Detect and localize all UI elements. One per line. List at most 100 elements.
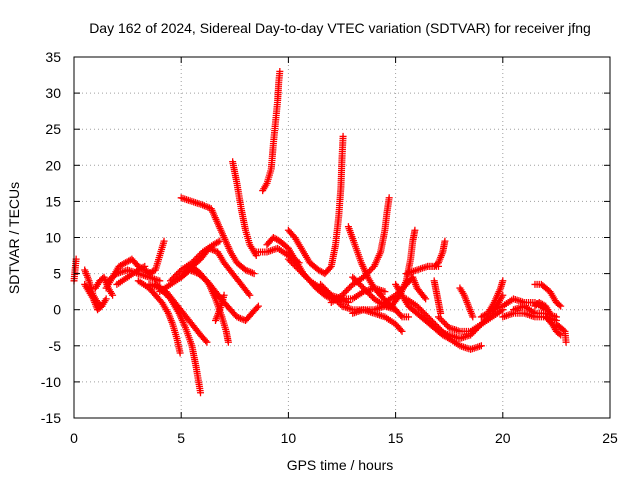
series-arc-22 bbox=[284, 132, 347, 278]
data-point bbox=[499, 277, 507, 285]
data-point bbox=[176, 349, 184, 357]
y-axis-label: SDTVAR / TECUs bbox=[6, 182, 22, 294]
series-arc-01 bbox=[70, 255, 80, 285]
y-tick-label: 10 bbox=[45, 230, 61, 246]
series-arc-33 bbox=[402, 262, 442, 278]
data-point bbox=[438, 316, 446, 324]
series-arc-41 bbox=[510, 302, 560, 321]
data-point bbox=[246, 291, 254, 299]
data-point bbox=[339, 132, 347, 140]
data-point bbox=[555, 301, 563, 309]
y-tick-label: 30 bbox=[45, 85, 61, 101]
data-point bbox=[546, 309, 554, 317]
data-point bbox=[323, 287, 331, 295]
data-point bbox=[477, 342, 485, 350]
data-point bbox=[341, 288, 349, 296]
data-point bbox=[250, 270, 258, 278]
gridlines bbox=[74, 57, 610, 418]
data-point bbox=[433, 322, 441, 330]
data-point bbox=[295, 266, 303, 274]
data-point bbox=[326, 290, 334, 298]
data-point bbox=[216, 237, 224, 245]
data-point bbox=[421, 310, 429, 318]
data-point bbox=[480, 317, 488, 325]
x-tick-label: 5 bbox=[177, 430, 185, 446]
data-point bbox=[139, 263, 147, 271]
data-point bbox=[469, 313, 477, 321]
data-point bbox=[479, 319, 487, 327]
data-point bbox=[352, 276, 360, 284]
data-point bbox=[424, 313, 432, 321]
series-arc-37 bbox=[456, 284, 477, 321]
data-point bbox=[416, 305, 424, 313]
x-axis-label: GPS time / hours bbox=[287, 457, 394, 473]
data-point bbox=[392, 291, 400, 299]
data-point bbox=[398, 327, 406, 335]
data-point bbox=[317, 280, 325, 288]
data-point bbox=[141, 262, 149, 270]
data-point bbox=[286, 257, 294, 265]
data-point bbox=[434, 262, 442, 270]
data-point bbox=[356, 281, 364, 289]
data-point bbox=[294, 264, 302, 272]
data-point bbox=[359, 284, 367, 292]
y-tick-label: 5 bbox=[53, 266, 61, 282]
data-point bbox=[552, 313, 560, 321]
data-point bbox=[298, 269, 306, 277]
data-point bbox=[321, 285, 329, 293]
data-point bbox=[557, 302, 565, 310]
y-tick-label: 35 bbox=[45, 49, 61, 65]
data-point bbox=[160, 237, 168, 245]
data-point bbox=[350, 275, 358, 283]
data-point bbox=[434, 313, 442, 321]
data-point bbox=[422, 295, 430, 303]
chart-title: Day 162 of 2024, Sidereal Day-to-day VTE… bbox=[89, 20, 591, 36]
data-point bbox=[355, 279, 363, 287]
data-point bbox=[441, 319, 449, 327]
data-point bbox=[364, 289, 372, 297]
data-point bbox=[367, 265, 375, 273]
data-point bbox=[471, 326, 479, 334]
data-point bbox=[171, 272, 179, 280]
data-point bbox=[468, 329, 476, 337]
series-arc-07 bbox=[113, 262, 149, 288]
data-point bbox=[397, 326, 405, 334]
series-arc-42 bbox=[531, 298, 554, 317]
y-tick-label: 15 bbox=[45, 193, 61, 209]
data-point bbox=[338, 291, 346, 299]
data-point bbox=[326, 264, 334, 272]
axis-ticks: 0 5 10 15 20 25 -15 -10 -5 0 5 10 15 20 25 30 35 bbox=[41, 49, 618, 446]
series-arc-09 bbox=[134, 277, 184, 357]
series-arc-11 bbox=[151, 280, 211, 346]
series-arc-45 bbox=[552, 320, 570, 346]
data-point bbox=[303, 274, 311, 282]
data-point bbox=[404, 313, 412, 321]
data-point bbox=[170, 274, 178, 282]
series-arc-15 bbox=[188, 262, 232, 346]
data-point bbox=[562, 338, 570, 346]
data-point bbox=[174, 269, 182, 277]
data-point bbox=[367, 292, 375, 300]
series-arc-34 bbox=[430, 277, 445, 317]
data-point bbox=[276, 67, 284, 75]
data-point bbox=[397, 311, 405, 319]
data-point bbox=[202, 337, 210, 345]
series-arc-27 bbox=[349, 306, 406, 335]
data-point bbox=[245, 290, 253, 298]
data-point bbox=[297, 268, 305, 276]
data-point bbox=[253, 304, 261, 312]
data-point bbox=[430, 319, 438, 327]
series-arc-16 bbox=[212, 291, 228, 325]
data-point bbox=[557, 331, 565, 339]
data-point bbox=[96, 303, 104, 311]
data-point bbox=[411, 226, 419, 234]
data-point bbox=[439, 318, 447, 326]
data-point bbox=[385, 194, 393, 202]
data-point bbox=[98, 302, 106, 310]
data-point bbox=[327, 291, 335, 299]
data-point bbox=[413, 302, 421, 310]
data-point bbox=[340, 290, 348, 298]
data-point bbox=[320, 284, 328, 292]
y-tick-label: -15 bbox=[41, 410, 61, 426]
data-point bbox=[300, 271, 308, 279]
